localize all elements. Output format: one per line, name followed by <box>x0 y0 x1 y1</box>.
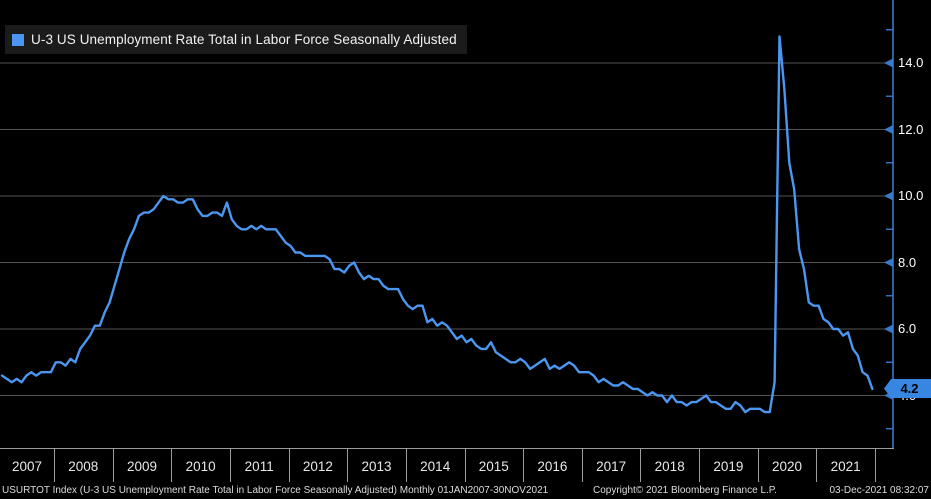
x-axis-label: 2011 <box>244 459 274 474</box>
x-axis-year-separator <box>229 449 231 482</box>
y-axis-label: 8.0 <box>898 254 917 270</box>
x-axis-year-separator <box>347 449 349 482</box>
y-axis-tick-arrow-icon <box>884 258 893 267</box>
y-axis-label: 10.0 <box>898 188 924 203</box>
legend-label: U-3 US Unemployment Rate Total in Labor … <box>31 32 457 47</box>
footer-copyright: Copyright© 2021 Bloomberg Finance L.P. <box>593 485 777 496</box>
x-axis-label: 2014 <box>420 459 451 474</box>
x-axis-year-separator <box>171 449 173 482</box>
x-axis-year-separator <box>54 449 55 482</box>
last-value-label: 4.2 <box>900 381 919 396</box>
unemployment-rate-line <box>0 35 874 414</box>
x-axis-year-separator <box>816 449 818 482</box>
x-axis-label: 2020 <box>771 459 803 474</box>
x-axis-year-separator <box>523 449 525 482</box>
x-axis-year-separator <box>699 449 700 482</box>
x-axis-label: 2018 <box>654 459 685 474</box>
x-axis-label: 2012 <box>302 459 333 474</box>
x-axis-label: 2010 <box>185 459 216 474</box>
x-axis-year-separator <box>581 449 583 482</box>
y-axis-tick-arrow-icon <box>884 58 893 68</box>
x-axis-label: 2013 <box>361 459 392 474</box>
x-axis-year-separator <box>464 449 466 482</box>
last-value-badge: 4.2 <box>884 379 931 398</box>
footer-description: USURTOT Index (U-3 US Unemployment Rate … <box>2 485 549 496</box>
x-axis-label: 2017 <box>596 459 627 474</box>
x-axis-year-separator <box>112 449 114 482</box>
footer-datetime: 03-Dec-2021 08:32:07 <box>829 485 929 496</box>
y-axis-tick-arrow-icon <box>884 324 893 334</box>
x-axis-year-separator <box>757 449 759 482</box>
x-axis-year-separator <box>288 449 290 482</box>
status-bar: USURTOT Index (U-3 US Unemployment Rate … <box>0 483 931 499</box>
x-axis-label: 2015 <box>478 459 509 474</box>
y-axis-label: 12.0 <box>898 121 924 137</box>
x-axis-year-separator <box>640 449 642 482</box>
x-axis-label: 2016 <box>537 459 568 474</box>
x-axis-label: 2007 <box>11 459 43 474</box>
y-axis-label: 6.0 <box>898 321 917 336</box>
x-axis-label: 2008 <box>68 459 99 474</box>
legend[interactable]: U-3 US Unemployment Rate Total in Labor … <box>5 25 467 54</box>
x-axis-label: 2021 <box>830 459 861 474</box>
y-axis-label: 14.0 <box>898 55 924 70</box>
x-axis-year-separator <box>875 449 876 482</box>
x-axis-baseline <box>0 448 894 449</box>
line-chart <box>0 0 894 448</box>
x-axis-label: 2019 <box>713 459 744 474</box>
series-swatch-icon <box>12 33 24 46</box>
x-axis: 2007 2008 2009 2010 2011 2012 2013 2014 2015 2016… <box>0 448 931 482</box>
y-axis-tick-arrow-icon <box>884 191 893 201</box>
y-axis-tick-arrow-icon <box>884 125 893 134</box>
x-axis-year-separator <box>405 449 407 482</box>
x-axis-label: 2009 <box>126 459 158 474</box>
